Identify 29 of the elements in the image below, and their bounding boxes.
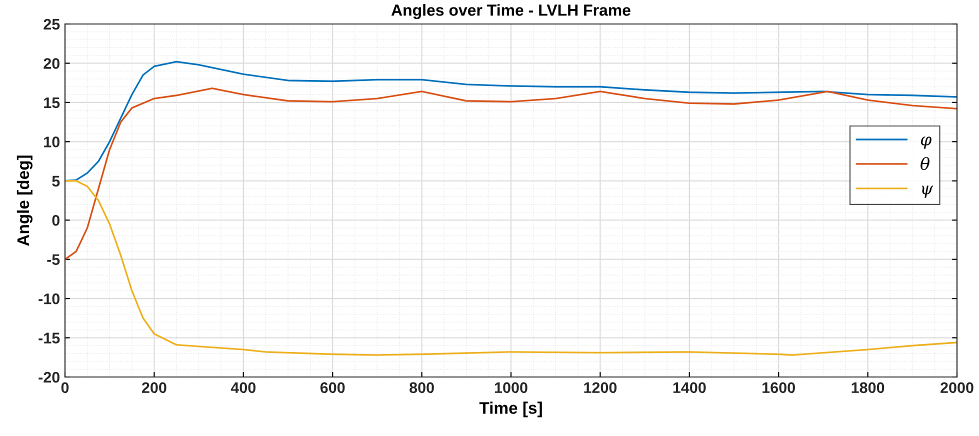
legend-label: φ	[920, 136, 932, 149]
line-series	[65, 87, 957, 260]
y-tick-label: -10	[38, 293, 60, 304]
y-axis-title: Angle [deg]	[16, 156, 33, 246]
x-tick-label: 400	[230, 382, 256, 394]
y-tick-label: 25	[44, 18, 60, 30]
x-tick-label: 1000	[494, 382, 528, 394]
legend-label: θ	[920, 156, 930, 170]
y-tick-label: -5	[47, 254, 60, 266]
y-tick-label: -15	[38, 332, 60, 344]
y-tick-label: 5	[52, 176, 60, 187]
x-tick-label: 1400	[673, 382, 706, 394]
legend-label: ψ	[922, 186, 934, 198]
x-tick-label: 2000	[940, 382, 974, 394]
x-tick-label: 1600	[762, 382, 795, 394]
y-tick-label: 0	[52, 214, 60, 226]
x-tick-label: 600	[320, 382, 345, 394]
x-tick-label: 800	[410, 382, 434, 394]
y-tick-label: 20	[44, 58, 60, 69]
y-tick-label: 15	[44, 97, 60, 108]
line-series	[65, 180, 957, 356]
chart-title: Angles over Time - LVLH Frame	[391, 4, 630, 20]
x-tick-label: 0	[61, 382, 69, 394]
y-tick-label: 10	[44, 136, 60, 148]
x-axis-title: Time [s]	[479, 402, 542, 418]
x-tick-label: 200	[142, 382, 166, 394]
x-tick-label: 1800	[852, 382, 884, 394]
x-tick-label: 1200	[584, 382, 617, 394]
y-tick-label: -20	[38, 372, 60, 383]
